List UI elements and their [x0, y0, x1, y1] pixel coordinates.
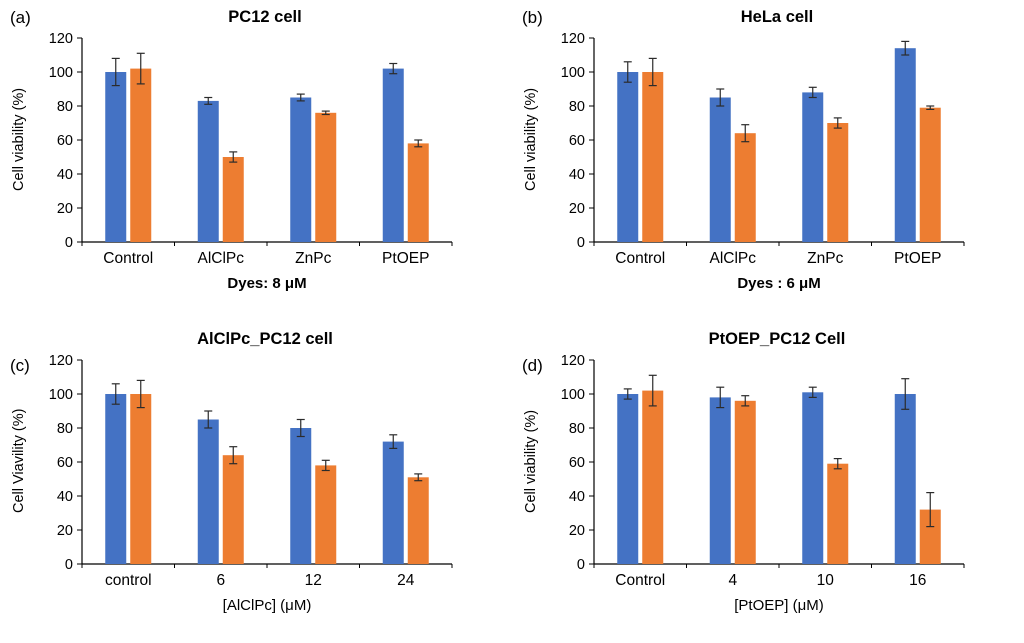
svg-text:20: 20: [569, 523, 585, 539]
svg-text:PtOEP: PtOEP: [894, 250, 941, 267]
svg-text:80: 80: [569, 421, 585, 437]
svg-text:120: 120: [49, 353, 73, 369]
svg-text:80: 80: [57, 421, 73, 437]
svg-text:Control: Control: [615, 572, 665, 589]
bar-chart-c: 0 20 40 60 80 100 120 control 6 12 24: [49, 353, 453, 589]
panel-label-a: (a): [10, 8, 31, 27]
svg-text:60: 60: [569, 133, 585, 149]
chart-panel-c: (c) AlClPc_PC12 cell Cell Viavility (%) …: [0, 322, 512, 643]
svg-text:40: 40: [57, 489, 73, 505]
svg-text:Control: Control: [615, 250, 665, 267]
y-axis-label-a: Cell viability (%): [11, 87, 27, 191]
svg-text:120: 120: [561, 353, 585, 369]
svg-text:10: 10: [817, 572, 835, 589]
svg-text:40: 40: [569, 489, 585, 505]
svg-text:4: 4: [728, 572, 737, 589]
svg-text:24: 24: [397, 572, 415, 589]
svg-text:6: 6: [216, 572, 225, 589]
svg-text:80: 80: [569, 99, 585, 115]
svg-text:60: 60: [569, 455, 585, 471]
svg-text:80: 80: [57, 99, 73, 115]
svg-text:60: 60: [57, 133, 73, 149]
chart-panel-a: (a) PC12 cell Cell viability (%) 0 20 40 60…: [0, 0, 512, 322]
bar-chart-a: 0 20 40 60 80 100 120 Control AlClPc ZnPc PtOEP: [49, 31, 453, 267]
bar-chart-d: 0 20 40 60 80 100 120 Control 4 10 16: [561, 353, 965, 589]
x-axis-label-a: Dyes: 8 μM: [227, 275, 307, 292]
bar-chart-b: 0 20 40 60 80 100 120 Control AlClPc ZnPc PtOEP: [561, 31, 965, 267]
chart-panel-b: (b) HeLa cell Cell viability (%) 0 20 40 60…: [512, 0, 1024, 322]
svg-text:16: 16: [909, 572, 926, 589]
chart-panel-d: (d) PtOEP_PC12 Cell Cell viability (%) 0…: [512, 322, 1024, 643]
svg-text:20: 20: [57, 201, 73, 217]
x-axis-label-b: Dyes : 6 μM: [737, 275, 821, 292]
chart-title-d: PtOEP_PC12 Cell: [708, 330, 846, 348]
svg-text:0: 0: [577, 557, 585, 573]
svg-text:ZnPc: ZnPc: [295, 250, 331, 267]
svg-text:120: 120: [561, 31, 585, 47]
svg-text:0: 0: [65, 557, 73, 573]
y-axis-label-d: Cell viability (%): [523, 409, 539, 513]
y-axis-label-b: Cell viability (%): [523, 87, 539, 191]
svg-text:40: 40: [57, 167, 73, 183]
y-axis-label-c: Cell Viavility (%): [11, 408, 27, 514]
panel-label-b: (b): [522, 8, 543, 27]
x-axis-label-d: [PtOEP] (μM): [734, 597, 824, 614]
svg-text:20: 20: [569, 201, 585, 217]
svg-text:0: 0: [577, 235, 585, 251]
svg-text:100: 100: [49, 387, 73, 403]
panel-label-d: (d): [522, 356, 543, 375]
svg-text:100: 100: [561, 387, 585, 403]
svg-text:ZnPc: ZnPc: [807, 250, 843, 267]
svg-text:AlClPc: AlClPc: [709, 250, 756, 267]
svg-text:Control: Control: [103, 250, 153, 267]
svg-text:60: 60: [57, 455, 73, 471]
chart-title-b: HeLa cell: [740, 8, 814, 26]
svg-text:PtOEP: PtOEP: [382, 250, 429, 267]
svg-text:12: 12: [305, 572, 322, 589]
svg-text:control: control: [105, 572, 152, 589]
svg-text:100: 100: [561, 65, 585, 81]
svg-text:100: 100: [49, 65, 73, 81]
chart-title-c: AlClPc_PC12 cell: [197, 330, 333, 348]
svg-text:20: 20: [57, 523, 73, 539]
chart-title-a: PC12 cell: [228, 8, 302, 26]
svg-text:AlClPc: AlClPc: [197, 250, 244, 267]
x-axis-label-c: [AlClPc] (μM): [222, 597, 312, 614]
svg-text:40: 40: [569, 167, 585, 183]
svg-text:120: 120: [49, 31, 73, 47]
panel-label-c: (c): [10, 356, 30, 375]
svg-text:0: 0: [65, 235, 73, 251]
